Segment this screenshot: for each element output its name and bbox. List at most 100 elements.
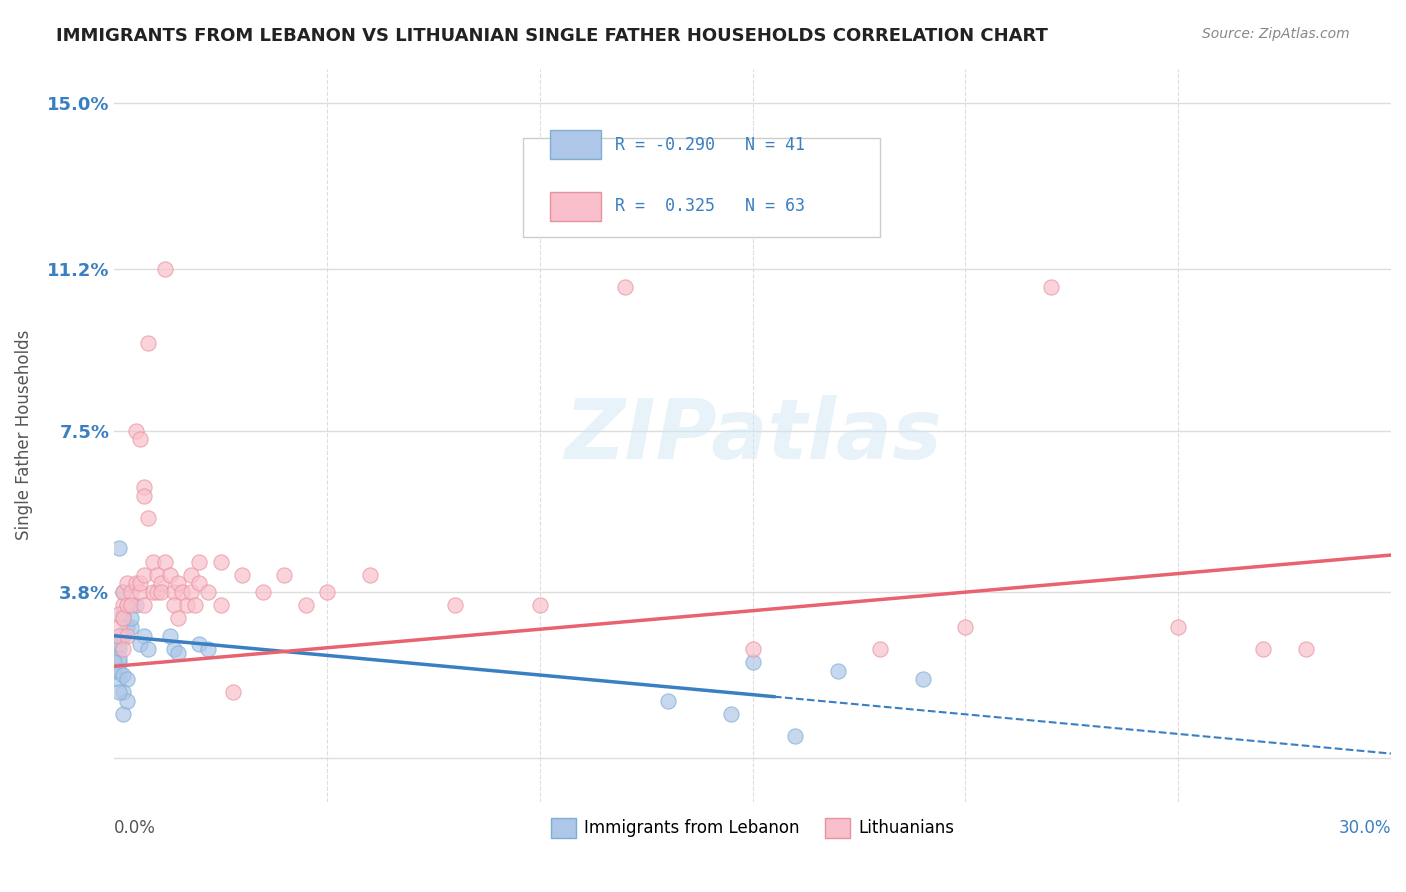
Point (111, 611, 134, 625)
Point (163, 641, 186, 656)
Point (955, 620, 977, 634)
Point (209, 598, 232, 612)
Point (252, 585, 274, 599)
Point (150, 576, 173, 591)
Point (150, 585, 173, 599)
Point (115, 598, 138, 612)
Point (111, 585, 134, 599)
Text: R = -0.290   N = 41: R = -0.290 N = 41 (614, 136, 804, 153)
Point (136, 336, 159, 351)
Point (155, 262, 177, 277)
Point (107, 607, 129, 621)
Point (1295, 641, 1317, 656)
Point (188, 576, 211, 591)
Point (132, 480, 155, 494)
Point (180, 567, 202, 582)
Text: Source: ZipAtlas.com: Source: ZipAtlas.com (1202, 27, 1350, 41)
Point (124, 576, 146, 591)
FancyBboxPatch shape (550, 192, 600, 221)
Point (107, 664, 129, 678)
Point (111, 598, 134, 612)
Point (107, 673, 129, 687)
Point (111, 585, 134, 599)
Point (1167, 620, 1189, 634)
Point (103, 664, 125, 678)
Point (115, 598, 138, 612)
Point (111, 707, 134, 722)
Point (827, 664, 849, 678)
Point (146, 567, 169, 582)
Point (741, 655, 763, 669)
Point (107, 655, 129, 669)
Point (911, 673, 934, 687)
Point (132, 629, 155, 643)
Point (741, 641, 763, 656)
Point (163, 598, 186, 612)
Point (188, 638, 211, 652)
Point (1039, 279, 1062, 293)
Point (132, 489, 155, 503)
Point (111, 607, 134, 621)
Point (111, 685, 134, 699)
Point (115, 576, 138, 591)
Point (111, 629, 134, 643)
Point (197, 585, 219, 599)
Point (159, 567, 181, 582)
Point (107, 650, 129, 665)
Point (120, 620, 142, 634)
Point (167, 576, 190, 591)
Point (136, 641, 159, 656)
Text: 30.0%: 30.0% (1339, 819, 1391, 837)
Point (657, 694, 679, 708)
Point (869, 641, 891, 656)
Point (222, 685, 245, 699)
Point (359, 567, 381, 582)
Point (107, 620, 129, 634)
Point (273, 567, 295, 582)
Point (128, 638, 150, 652)
Point (120, 611, 142, 625)
Point (176, 598, 198, 612)
Point (128, 585, 150, 599)
Point (209, 555, 232, 569)
Point (231, 567, 253, 582)
Point (720, 707, 742, 722)
Point (107, 638, 129, 652)
Point (142, 585, 165, 599)
Point (180, 585, 202, 599)
FancyBboxPatch shape (550, 130, 600, 160)
Point (128, 576, 150, 591)
Point (107, 629, 129, 643)
Point (124, 598, 146, 612)
Point (163, 585, 186, 599)
Point (613, 279, 636, 293)
Text: 0.0%: 0.0% (114, 819, 156, 837)
Point (132, 567, 155, 582)
Point (146, 585, 169, 599)
Point (1253, 641, 1275, 656)
Point (172, 585, 194, 599)
Point (115, 673, 138, 687)
Point (785, 729, 807, 743)
Point (132, 598, 155, 612)
Point (107, 541, 129, 556)
Point (443, 598, 465, 612)
Text: R =  0.325   N = 63: R = 0.325 N = 63 (614, 197, 804, 215)
FancyBboxPatch shape (523, 138, 880, 237)
Point (115, 620, 138, 634)
Point (294, 598, 316, 612)
Point (111, 629, 134, 643)
Point (111, 668, 134, 682)
Point (188, 555, 211, 569)
Point (184, 598, 207, 612)
Point (155, 555, 177, 569)
Point (167, 646, 190, 660)
Y-axis label: Single Father Households: Single Father Households (15, 330, 32, 541)
Text: ZIPatlas: ZIPatlas (564, 394, 942, 475)
Point (103, 641, 125, 656)
Point (529, 598, 551, 612)
Point (103, 655, 125, 669)
Point (316, 585, 339, 599)
Legend: Immigrants from Lebanon, Lithuanians: Immigrants from Lebanon, Lithuanians (544, 811, 960, 845)
Point (159, 629, 181, 643)
